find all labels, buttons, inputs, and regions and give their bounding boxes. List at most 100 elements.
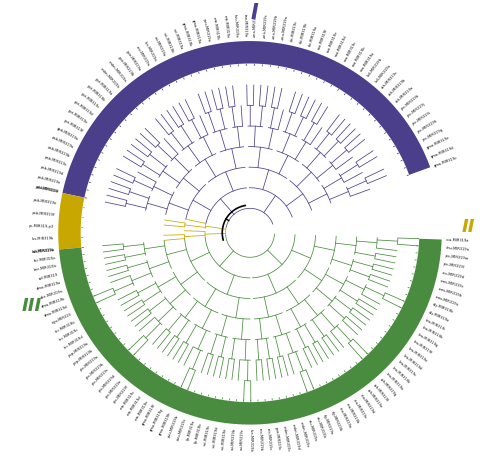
Text: psb-MIR319e: psb-MIR319e [35,185,59,194]
Text: sly-MIR319a: sly-MIR319a [322,413,334,435]
Text: gma-MIR319b: gma-MIR319b [181,21,192,47]
Text: mes-MIR319c: mes-MIR319c [440,279,464,289]
Text: III: III [22,297,42,315]
Text: ath-MIR319e: ath-MIR319e [366,389,383,409]
Text: ptc-MIR319b: ptc-MIR319b [85,361,105,380]
Text: ptc-MIR319g: ptc-MIR319g [422,128,444,142]
Text: pc-MIR319-p3: pc-MIR319-p3 [29,224,54,229]
Text: ptc-MIR319h: ptc-MIR319h [417,119,438,134]
Text: dma-MIR319d: dma-MIR319d [44,304,69,318]
Text: vvi-MIR319e: vvi-MIR319e [222,427,228,450]
Text: nhu-MIR319a: nhu-MIR319a [445,246,469,252]
Text: pop-MIR319a: pop-MIR319a [67,341,89,358]
Text: ptc-MIR319j: ptc-MIR319j [406,102,426,118]
Text: mdm-MIR319b: mdm-MIR319b [98,67,119,90]
Text: mtr-MIR319e: mtr-MIR319e [134,399,150,421]
Text: sbi-MIR319c: sbi-MIR319c [290,19,299,42]
Text: pab-MIR319c: pab-MIR319c [43,155,67,167]
Text: pab-MIR319e: pab-MIR319e [32,198,56,206]
Text: pab-MIR319f: pab-MIR319f [32,211,55,217]
Text: vvi-MIR319c: vvi-MIR319c [203,424,211,446]
Text: gma-MIR319g: gma-MIR319g [150,407,164,432]
Text: vvi-MIR319a: vvi-MIR319a [172,28,184,50]
Text: II: II [462,218,475,236]
Text: mes-MIR319a: mes-MIR319a [434,295,460,307]
Text: osa-MIR319a: osa-MIR319a [359,51,376,73]
Text: egu-MIR319: egu-MIR319 [51,312,72,325]
Text: ppe-MIR319a: ppe-MIR319a [125,49,142,72]
Text: zma-MIR319a: zma-MIR319a [281,15,289,40]
Text: pvu-MIR319b: pvu-MIR319b [167,414,179,438]
Text: osa-MIR319d: osa-MIR319d [334,35,348,58]
Polygon shape [58,193,84,249]
Text: mtr-MIR319d: mtr-MIR319d [126,395,142,416]
Text: mtr-MIR319c: mtr-MIR319c [119,389,136,411]
Text: mtr-MIR319a: mtr-MIR319a [222,15,229,38]
Text: bra-MIR319e: bra-MIR319e [407,346,428,364]
Text: zma-MIR319b: zma-MIR319b [272,13,279,39]
Text: bra-MIR319d: bra-MIR319d [402,353,422,371]
Text: stu-MIR319a: stu-MIR319a [306,419,317,442]
Text: mes-MIR319b: mes-MIR319b [437,287,462,298]
Text: hvu-MIR319a: hvu-MIR319a [232,13,238,37]
Text: pab-MIR319e: pab-MIR319e [37,175,61,185]
Text: ptc-MIR319a: ptc-MIR319a [79,355,100,372]
Text: bac-MIR319b: bac-MIR319b [33,264,58,273]
Text: mdm-MIR319c: mdm-MIR319c [282,426,290,452]
Text: sbi-MIR319a: sbi-MIR319a [308,24,319,47]
Text: bra-MIR319c: bra-MIR319c [396,360,416,378]
Text: ppt-MIR319c: ppt-MIR319c [80,92,100,110]
Text: gma-MIR319h: gma-MIR319h [158,411,172,436]
Text: pvu-MIR319a: pvu-MIR319a [202,18,210,42]
Text: osa-MIR319b: osa-MIR319b [351,45,367,67]
Text: ppe-MIR319c: ppe-MIR319c [274,427,281,451]
Text: gma-MIR319a: gma-MIR319a [191,18,202,44]
Text: csi-MIR319c: csi-MIR319c [240,428,244,450]
Text: bra-MIR319f: bra-MIR319f [412,340,432,355]
Text: bra-MIR319i: bra-MIR319i [424,318,446,331]
Text: ppt-MIR319f: ppt-MIR319f [62,118,84,133]
Text: ppt-MIR319b: ppt-MIR319b [86,84,106,103]
Text: dmu-MIR319a: dmu-MIR319a [36,281,61,291]
Text: aly-MIR319b: aly-MIR319b [432,303,454,315]
Text: osa-MIR319f: osa-MIR319f [317,28,329,50]
Text: gma-MIR319c: gma-MIR319c [434,155,458,168]
Text: gma-MIR319f: gma-MIR319f [142,403,157,426]
Text: sly-MIR319b: sly-MIR319b [330,410,342,432]
Text: nta-MIR319d: nta-MIR319d [359,393,376,415]
Text: fve-MIR319a: fve-MIR319a [144,40,158,62]
Text: ath-MIR319b: ath-MIR319b [388,77,407,97]
Text: ppt-MIR319d: ppt-MIR319d [73,100,94,117]
Text: mdm-MIR319e: mdm-MIR319e [298,421,309,449]
Text: ptc-MIR319l: ptc-MIR319l [443,262,465,270]
Text: rco-MIR319c: rco-MIR319c [266,428,272,450]
Text: atr-MIR319a: atr-MIR319a [32,248,55,254]
Text: ptc-MIR319i: ptc-MIR319i [412,110,432,126]
Text: csi-MIR319a: csi-MIR319a [153,36,166,58]
Text: nta-MIR319c: nta-MIR319c [352,398,368,419]
Text: osa-MIR319e: osa-MIR319e [326,31,339,54]
Text: gab-MIR319a: gab-MIR319a [56,126,79,141]
Text: zma-MIR319d: zma-MIR319d [253,12,258,37]
Text: nta-MIR319b: nta-MIR319b [345,402,360,425]
Text: rco-MIR319a: rco-MIR319a [134,45,150,67]
Text: csi-MIR319b: csi-MIR319b [230,428,236,450]
Text: bra-MIR319h: bra-MIR319h [420,325,443,340]
Text: osa-MIR319c: osa-MIR319c [343,40,357,62]
Text: ath-MIR319f: ath-MIR319f [372,383,390,403]
Text: mtr-MIR319b: mtr-MIR319b [212,16,220,40]
Text: vca-MIR319a: vca-MIR319a [446,237,469,243]
Text: pop-MIR319b: pop-MIR319b [72,348,94,366]
Text: vvi-MIR319b: vvi-MIR319b [162,31,174,54]
Text: dma-MIR319b: dma-MIR319b [41,297,66,309]
Text: pvu-MIR319c: pvu-MIR319c [176,417,188,441]
Text: mdm-MIR319d: mdm-MIR319d [290,424,300,451]
Text: abc-MIR319a: abc-MIR319a [40,289,64,300]
Text: lus-MIR319b: lus-MIR319b [32,236,54,241]
Text: ppt-MIR319a: ppt-MIR319a [94,77,112,96]
Text: ljp-MIR319b: ljp-MIR319b [194,422,203,444]
Text: ath-MIR319g: ath-MIR319g [379,378,398,398]
Text: nta-MIR319a: nta-MIR319a [338,406,351,429]
Text: fve-MIR319b: fve-MIR319b [249,429,253,451]
Text: ath-MIR319c: ath-MIR319c [381,70,400,90]
